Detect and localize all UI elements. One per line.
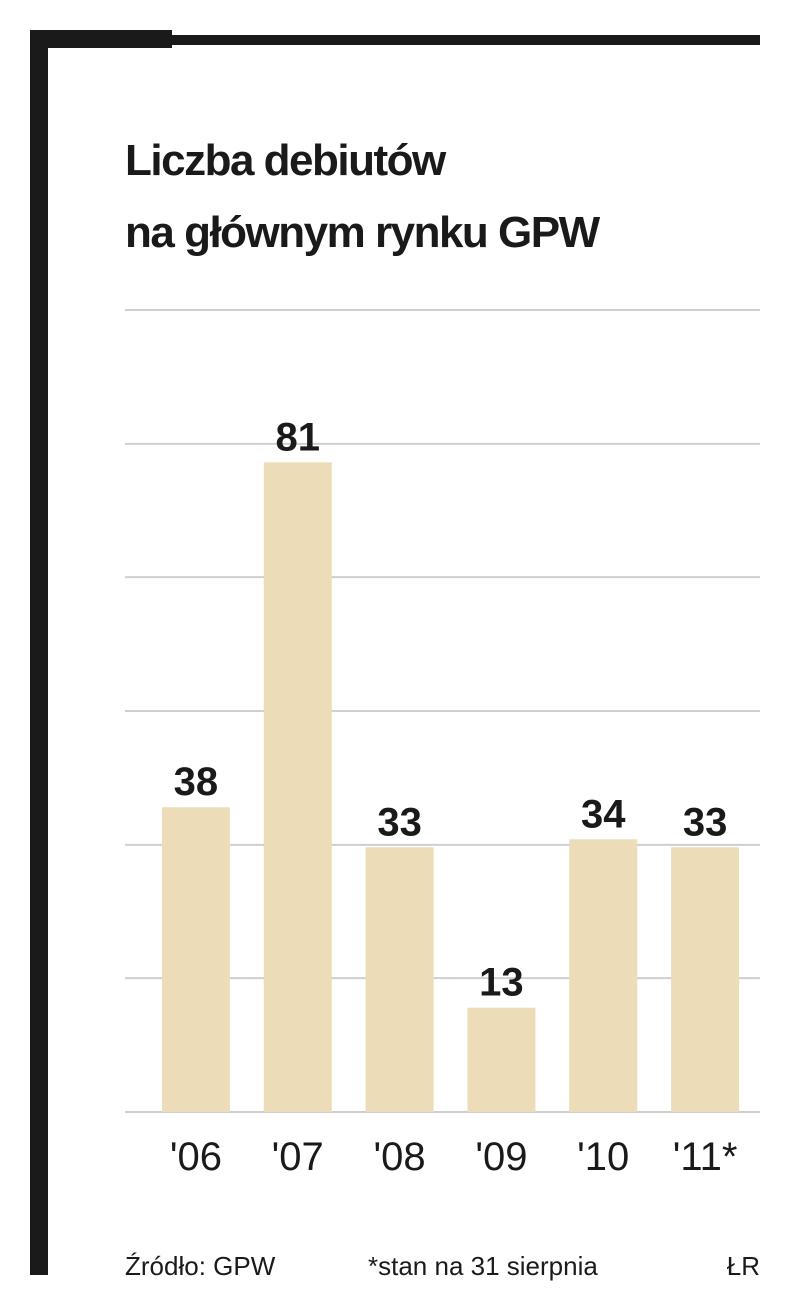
value-label: 33 [683,800,728,844]
x-tick-label: '09 [475,1135,527,1179]
chart-title: Liczba debiutów na głównym rynku GPW [125,136,601,257]
value-label: 81 [276,415,321,459]
author: ŁR [727,1251,760,1281]
x-tick-label: '07 [272,1135,324,1179]
value-label: 34 [581,792,626,836]
bar [365,847,434,1112]
x-tick-label: '06 [170,1135,222,1179]
frame-top [30,35,760,45]
source: Źródło: GPW [125,1251,276,1281]
x-tick-label: '10 [577,1135,629,1179]
bar [467,1007,536,1112]
frame-left [30,30,48,1275]
x-tick-label: '08 [374,1135,426,1179]
note: *stan na 31 sierpnia [368,1251,598,1281]
x-tick-label: '11* [673,1135,738,1179]
bar [569,839,638,1112]
bar [263,462,332,1112]
value-label: 33 [377,800,422,844]
value-label: 38 [174,760,219,804]
bar [161,807,230,1112]
bar [671,847,740,1112]
value-label: 13 [479,961,524,1005]
